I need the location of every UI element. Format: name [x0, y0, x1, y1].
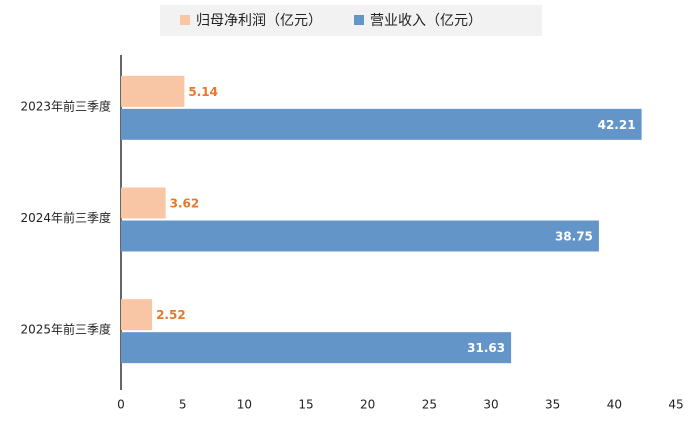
x-tick-label: 5	[179, 398, 187, 412]
value-label: 3.62	[170, 197, 200, 211]
legend-swatch	[354, 15, 364, 25]
legend-label: 归母净利润（亿元）	[196, 12, 322, 29]
bar	[121, 220, 599, 252]
value-label: 38.75	[555, 230, 593, 244]
x-tick-label: 35	[545, 398, 560, 412]
legend-swatch	[180, 15, 190, 25]
x-tick-label: 45	[668, 398, 683, 412]
x-tick-label: 30	[483, 398, 498, 412]
value-label: 2.52	[156, 308, 186, 322]
x-tick-label: 40	[607, 398, 622, 412]
bar	[121, 108, 642, 140]
value-label: 5.14	[188, 85, 218, 99]
value-label: 42.21	[598, 118, 636, 132]
x-tick-label: 15	[298, 398, 313, 412]
value-label: 31.63	[467, 341, 505, 355]
y-tick-label: 2024年前三季度	[20, 210, 111, 225]
legend-label: 营业收入（亿元）	[370, 13, 482, 29]
bar	[121, 187, 166, 219]
y-tick-label: 2023年前三季度	[20, 98, 111, 113]
x-tick-label: 25	[422, 398, 437, 412]
bar	[121, 75, 185, 107]
bar	[121, 299, 153, 331]
legend-background	[160, 5, 542, 36]
y-tick-label: 2025年前三季度	[20, 322, 111, 337]
x-tick-label: 10	[237, 398, 252, 412]
x-tick-label: 0	[117, 398, 125, 412]
bar	[121, 332, 512, 364]
x-tick-label: 20	[360, 398, 375, 412]
